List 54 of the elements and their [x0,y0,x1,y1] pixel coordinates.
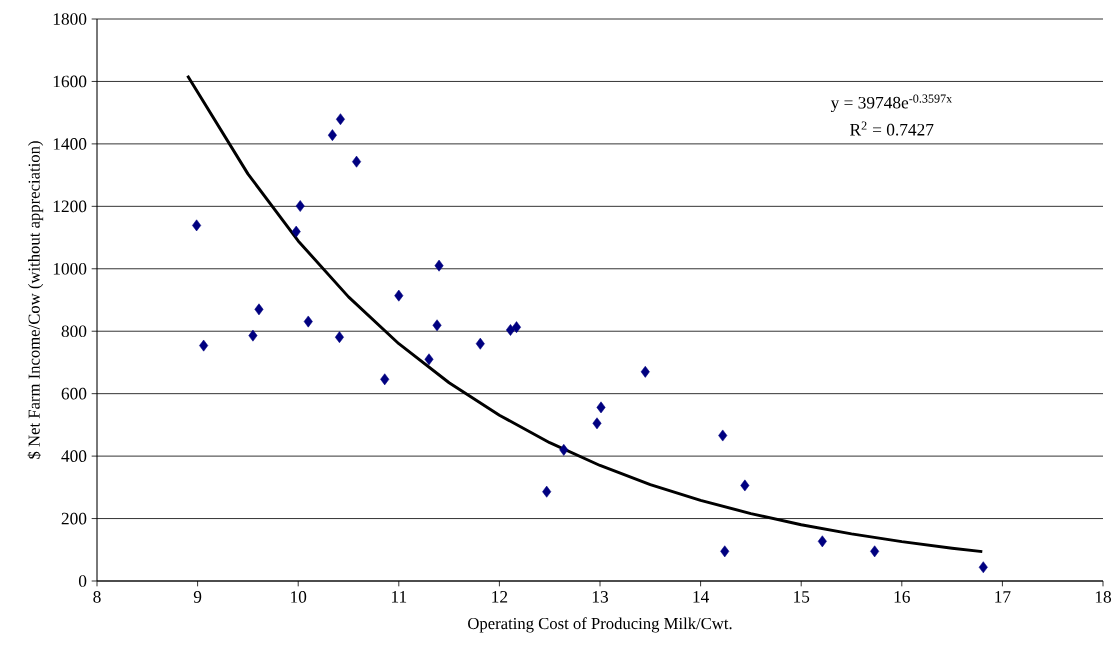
x-axis-title: Operating Cost of Producing Milk/Cwt. [468,617,732,633]
point [192,219,202,232]
point [291,225,301,238]
point [740,479,750,492]
line-series [186,74,984,554]
x-tick-label: 18 [1095,591,1112,603]
point [394,289,404,302]
point [295,200,305,212]
y-tick-label: 1400 [53,138,87,150]
point [327,129,337,142]
point [303,315,313,328]
point [592,417,602,430]
point [380,373,390,386]
point [596,401,606,414]
point [199,339,209,352]
point [640,365,650,378]
point [352,155,362,168]
point [817,535,827,548]
point [720,545,730,558]
point [978,561,988,574]
point [870,545,880,558]
y-tick-label: 800 [61,325,87,338]
point [424,353,434,366]
y-tick-label: 600 [61,387,87,400]
point [254,303,264,316]
point [432,319,442,332]
y-tick-label: 1200 [53,200,87,213]
x-tick-label: 13 [592,591,608,603]
point [718,429,728,442]
point [248,329,258,342]
y-tick-label: 1800 [53,13,87,25]
point [335,113,345,126]
y-tick-label: 200 [61,512,87,525]
y-tick-label: 400 [61,450,87,462]
point [334,331,344,344]
x-tick-label: 14 [693,591,710,603]
y-tick-label: 0 [78,575,87,587]
x-tick-label: 9 [193,591,202,603]
y-tick-label: 1000 [53,262,87,275]
y-axis-title: $ Net Farm Income/Cow (without appreciation) [27,141,44,459]
point [559,444,569,456]
x-tick-label: 10 [291,591,307,603]
annotation: y = 39748e$^{-0.3597x}$ [830,94,953,113]
x-tick-label: 8 [93,591,101,603]
point [475,337,485,350]
x-tick-label: 17 [995,591,1011,603]
x-tick-label: 11 [391,591,407,603]
point [434,259,444,272]
point [542,485,552,498]
x-tick-label: 12 [492,591,508,603]
y-tick-label: 1600 [53,75,87,88]
x-tick-label: 16 [894,591,910,603]
annotation: R$^{2}$ = 0.7427 [850,121,934,136]
x-tick-label: 15 [794,591,810,603]
